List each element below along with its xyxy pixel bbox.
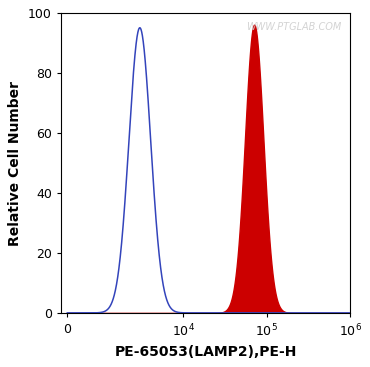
Y-axis label: Relative Cell Number: Relative Cell Number [9,81,22,246]
X-axis label: PE-65053(LAMP2),PE-H: PE-65053(LAMP2),PE-H [114,345,297,359]
Text: WWW.PTGLAB.COM: WWW.PTGLAB.COM [246,22,342,32]
